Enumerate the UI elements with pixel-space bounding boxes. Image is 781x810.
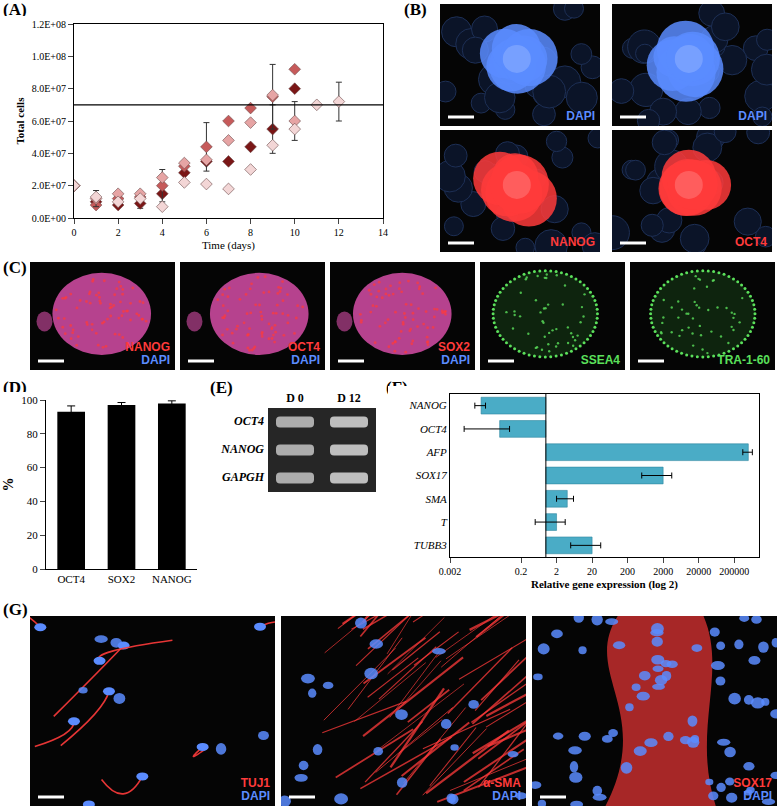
svg-text:6: 6 [204,227,209,238]
svg-text:40: 40 [27,495,39,507]
svg-text:0.0E+00: 0.0E+00 [32,213,66,224]
html-text:DAPI: DAPI [241,789,270,803]
svg-text:SOX17: SOX17 [416,469,448,481]
svg-text:2: 2 [554,566,559,577]
html-text:α-SMA: α-SMA [483,776,521,790]
html-text:(C): (C) [3,258,27,277]
svg-text:60: 60 [27,461,39,473]
html-text:SOX17: SOX17 [733,776,772,790]
svg-text:10: 10 [290,227,300,238]
html-text:(A): (A) [3,0,27,19]
svg-text:%: % [1,478,16,492]
svg-text:AFP: AFP [426,446,447,458]
svg-text:6.0E+07: 6.0E+07 [32,116,66,127]
html-text:OCT4: OCT4 [234,414,264,428]
svg-text:12: 12 [334,227,344,238]
svg-text:14: 14 [378,227,388,238]
svg-text:NANOG: NANOG [409,399,447,411]
html-text:GAPGH: GAPGH [222,470,264,484]
html-text:NANOG: NANOG [550,235,595,249]
svg-text:T: T [441,516,448,528]
html-text:DAPI: DAPI [566,109,595,123]
svg-text:TUBB3: TUBB3 [414,539,448,551]
svg-text:20: 20 [27,529,39,541]
html-text:TRA-1-60: TRA-1-60 [717,353,770,367]
html-text:D 12: D 12 [337,391,361,405]
html-text:OCT4: OCT4 [288,340,320,354]
svg-text:Total cells: Total cells [14,97,26,145]
html-text:NANOG: NANOG [221,442,264,456]
svg-text:Time (days): Time (days) [202,239,255,252]
html-text:DAPI: DAPI [492,789,521,803]
svg-text:0.2: 0.2 [515,566,528,577]
html-text:(F): (F) [386,378,408,397]
html-text:D 0: D 0 [286,391,304,405]
html-text:(D): (D) [3,378,27,397]
html-text:(G): (G) [3,600,28,619]
svg-text:1.2E+08: 1.2E+08 [32,19,66,30]
html-text:(E): (E) [210,378,233,397]
svg-text:0: 0 [32,563,38,575]
svg-text:SOX2: SOX2 [108,573,136,585]
svg-text:NANOG: NANOG [152,573,192,585]
svg-text:20000: 20000 [686,566,711,577]
svg-text:80: 80 [27,428,39,440]
svg-text:1.0E+08: 1.0E+08 [32,51,66,62]
html-text:DAPI: DAPI [738,109,767,123]
html-text:SSEA4: SSEA4 [580,353,620,367]
html-text:TUJ1: TUJ1 [240,776,270,790]
html-text:DAPI: DAPI [743,789,772,803]
svg-text:8: 8 [248,227,253,238]
svg-text:4.0E+07: 4.0E+07 [32,148,66,159]
html-text:OCT4: OCT4 [735,235,767,249]
html-text:DAPI: DAPI [441,353,470,367]
svg-text:8.0E+07: 8.0E+07 [32,83,66,94]
html-text:DAPI: DAPI [291,353,320,367]
html-text:SOX2: SOX2 [438,340,470,354]
svg-text:2000: 2000 [653,566,673,577]
svg-text:200000: 200000 [719,566,749,577]
svg-text:0: 0 [72,227,77,238]
html-text:(B): (B) [404,0,427,19]
html-text:DAPI: DAPI [141,353,170,367]
svg-text:0.002: 0.002 [439,566,462,577]
svg-text:100: 100 [21,394,38,406]
svg-text:2.0E+07: 2.0E+07 [32,180,66,191]
svg-text:OCT4: OCT4 [57,573,85,585]
svg-text:4: 4 [160,227,165,238]
svg-text:Relative gene expression (log: Relative gene expression (log 2) [531,578,678,591]
svg-text:OCT4: OCT4 [420,423,447,435]
html-text:NANOG: NANOG [125,340,170,354]
svg-text:SMA: SMA [425,493,447,505]
svg-text:20: 20 [587,566,597,577]
svg-text:200: 200 [620,566,635,577]
svg-text:2: 2 [116,227,121,238]
